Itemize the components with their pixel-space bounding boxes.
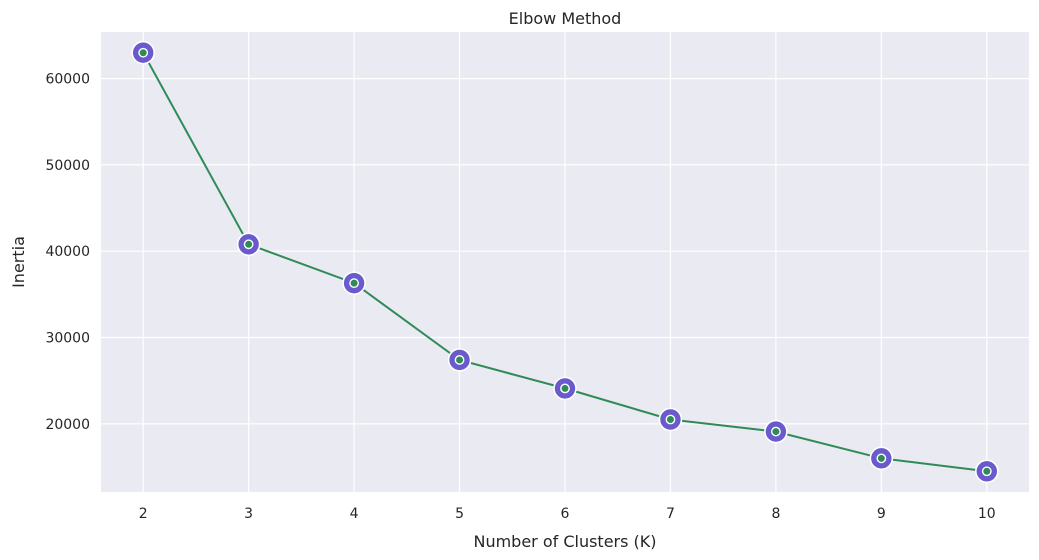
marker-inner bbox=[981, 466, 992, 477]
marker-inner bbox=[243, 239, 254, 250]
x-tick-label: 10 bbox=[978, 506, 996, 522]
y-tick-labels: 20000 30000 40000 50000 60000 bbox=[45, 72, 90, 433]
x-tick-label: 9 bbox=[877, 506, 886, 522]
data-point bbox=[342, 271, 366, 295]
marker-inner bbox=[560, 383, 570, 394]
y-tick-label: 50000 bbox=[45, 158, 90, 174]
y-tick-label: 40000 bbox=[45, 244, 90, 260]
marker-inner bbox=[771, 426, 781, 437]
x-tick-label: 6 bbox=[561, 506, 570, 522]
data-point bbox=[553, 376, 577, 401]
marker-inner bbox=[454, 355, 465, 365]
x-axis-label: Number of Clusters (K) bbox=[473, 532, 656, 551]
data-point bbox=[658, 407, 683, 432]
chart-title: Elbow Method bbox=[509, 9, 622, 28]
x-tick-label: 3 bbox=[244, 506, 253, 522]
marker-inner bbox=[665, 414, 676, 425]
grid-lines bbox=[101, 32, 1029, 492]
x-tick-label: 8 bbox=[771, 506, 780, 522]
x-tick-label: 4 bbox=[350, 506, 359, 522]
marker-inner bbox=[138, 47, 149, 58]
x-tick-labels: 2 3 4 5 6 7 8 9 10 bbox=[139, 506, 996, 522]
x-tick-label: 5 bbox=[455, 506, 464, 522]
data-point bbox=[131, 40, 155, 65]
data-point bbox=[764, 419, 788, 444]
data-point bbox=[869, 446, 894, 471]
y-tick-label: 30000 bbox=[45, 331, 90, 347]
data-point bbox=[447, 348, 472, 372]
data-point bbox=[236, 232, 261, 257]
data-point bbox=[975, 459, 999, 484]
y-tick-label: 60000 bbox=[45, 72, 90, 88]
x-tick-label: 7 bbox=[666, 506, 675, 522]
x-tick-label: 2 bbox=[139, 506, 148, 522]
marker-inner bbox=[349, 278, 359, 289]
y-axis-label: Inertia bbox=[9, 236, 28, 288]
y-tick-label: 20000 bbox=[45, 417, 90, 433]
markers bbox=[131, 40, 999, 484]
marker-inner bbox=[876, 453, 887, 464]
